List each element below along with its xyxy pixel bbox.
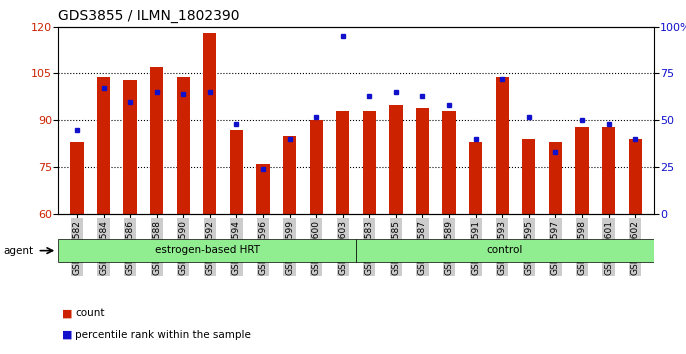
Bar [150,67,163,354]
Bar [602,127,615,354]
Bar [549,142,562,354]
Bar [97,76,110,354]
Text: control: control [486,245,523,256]
Bar [495,76,509,354]
Bar [416,108,429,354]
Bar [522,139,536,354]
Text: count: count [75,308,105,318]
Bar [70,142,84,354]
Bar [230,130,243,354]
Text: percentile rank within the sample: percentile rank within the sample [75,330,251,339]
Text: GDS3855 / ILMN_1802390: GDS3855 / ILMN_1802390 [58,9,240,23]
Text: ■: ■ [62,330,72,339]
Bar [389,105,403,354]
Bar [336,111,349,354]
Bar [123,80,137,354]
Bar [283,136,296,354]
Bar [203,33,217,354]
Bar [363,111,376,354]
Bar [58,239,356,262]
Bar [469,142,482,354]
Bar [356,239,654,262]
Bar [257,164,270,354]
Text: estrogen-based HRT: estrogen-based HRT [154,245,260,256]
Bar [309,120,323,354]
Bar [576,127,589,354]
Bar [628,139,642,354]
Bar [442,111,456,354]
Bar [176,76,190,354]
Text: agent: agent [3,246,34,256]
Text: ■: ■ [62,308,72,318]
